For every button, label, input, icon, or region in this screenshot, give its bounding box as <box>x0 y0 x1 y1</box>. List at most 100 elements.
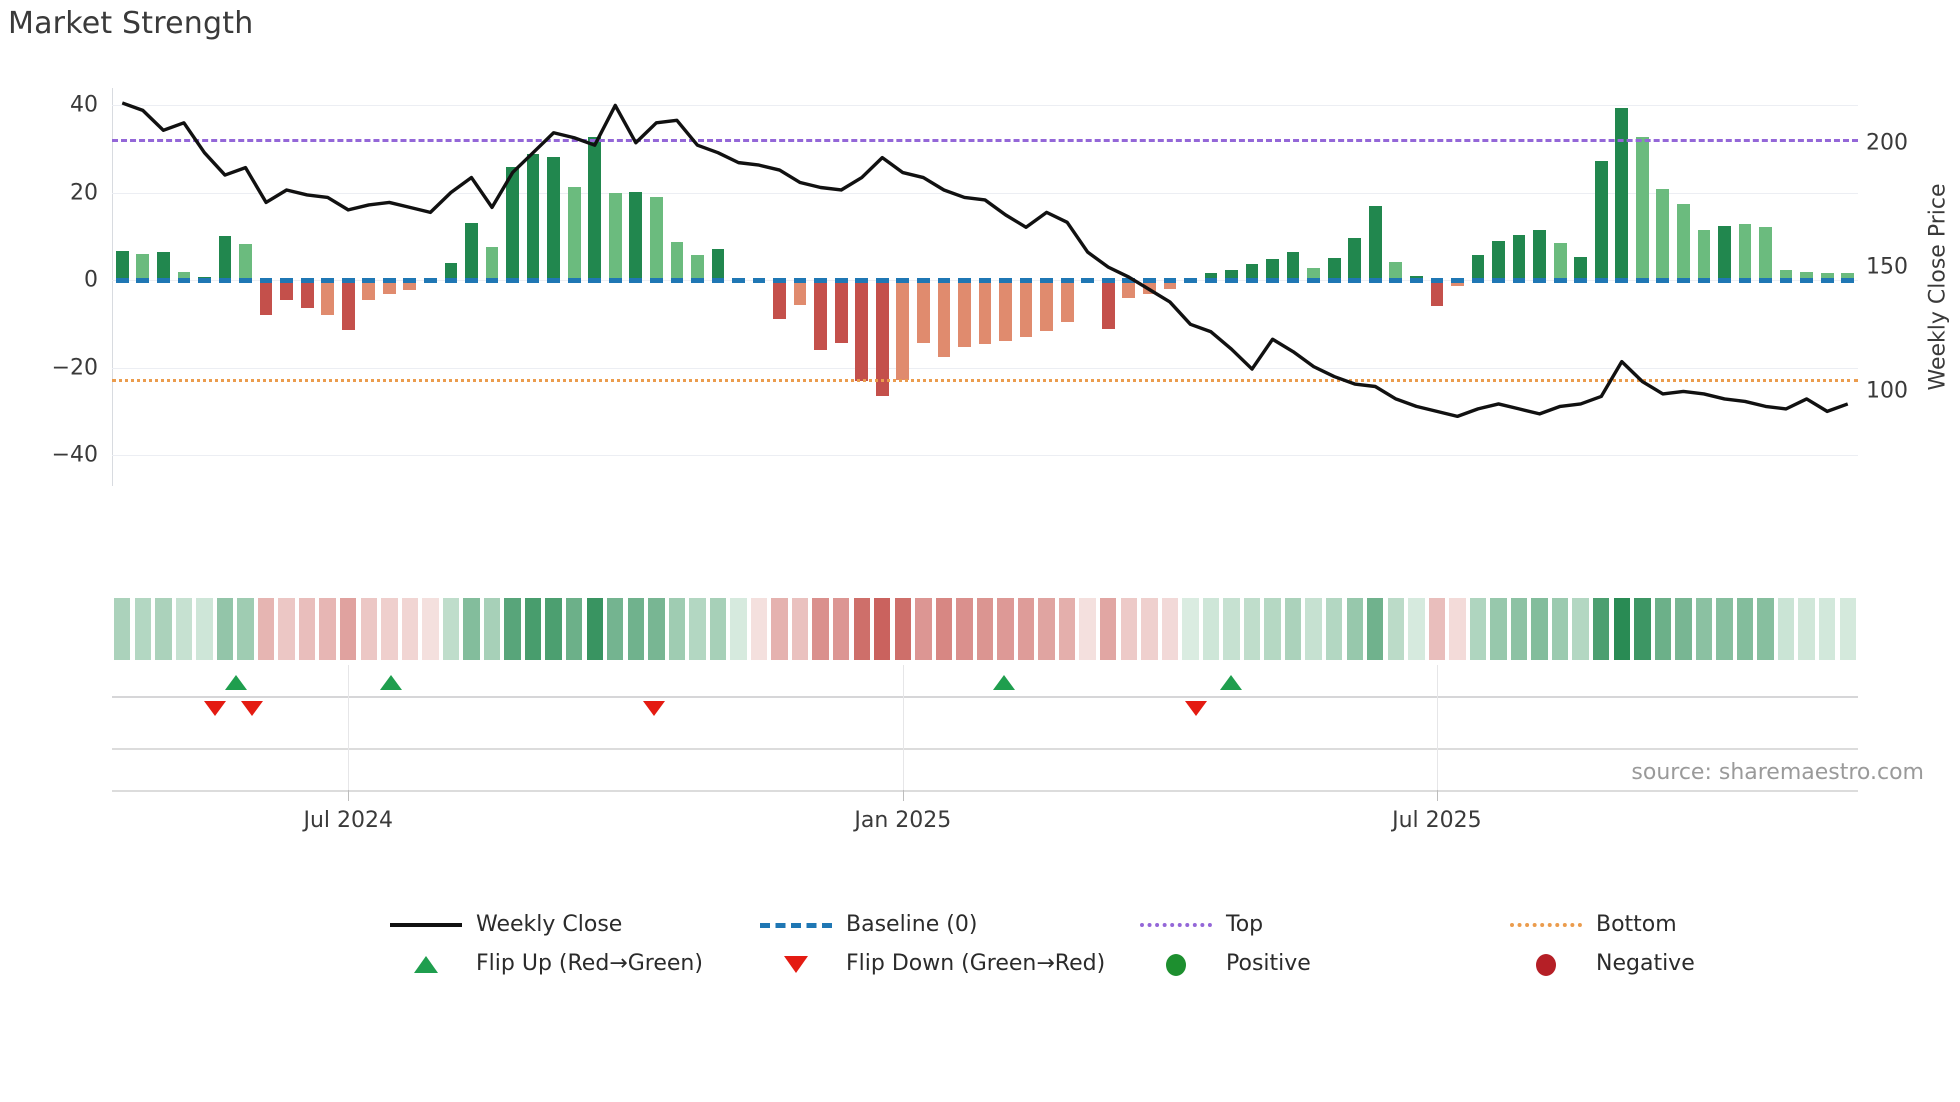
strength-bar[interactable] <box>300 280 314 308</box>
strength-bar[interactable] <box>1635 136 1649 281</box>
strength-bar[interactable] <box>1101 280 1115 329</box>
flip-down-marker-icon[interactable] <box>643 701 665 716</box>
strength-bar[interactable] <box>1451 280 1464 287</box>
heat-cell[interactable] <box>340 598 357 660</box>
legend-item[interactable]: Positive <box>1140 951 1311 976</box>
strength-bar[interactable] <box>115 250 129 281</box>
heat-cell[interactable] <box>1798 598 1815 660</box>
heat-cell[interactable] <box>1346 598 1363 660</box>
legend-item[interactable]: Flip Down (Green→Red) <box>760 951 1105 976</box>
heat-cell[interactable] <box>196 598 213 660</box>
heat-cell[interactable] <box>1305 598 1322 660</box>
strength-bar[interactable] <box>1615 108 1629 281</box>
heat-cell[interactable] <box>771 598 788 660</box>
strength-bar[interactable] <box>1677 203 1690 281</box>
strength-bar[interactable] <box>1430 280 1444 307</box>
strength-bar[interactable] <box>1060 280 1074 323</box>
heat-cell[interactable] <box>1367 598 1384 660</box>
strength-bar[interactable] <box>1019 280 1033 338</box>
strength-bar[interactable] <box>1533 230 1546 281</box>
heat-cell[interactable] <box>1654 598 1672 660</box>
heat-cell[interactable] <box>1079 598 1096 660</box>
heat-cell[interactable] <box>1161 598 1179 660</box>
heat-cell[interactable] <box>1058 598 1076 660</box>
heat-cell[interactable] <box>1593 598 1610 660</box>
strength-bar[interactable] <box>526 154 540 281</box>
strength-bar[interactable] <box>875 280 889 397</box>
legend-item[interactable]: Bottom <box>1510 912 1677 937</box>
heat-cell[interactable] <box>997 598 1014 660</box>
strength-bar[interactable] <box>1163 280 1177 289</box>
heat-cell[interactable] <box>319 598 336 660</box>
heat-cell[interactable] <box>545 598 562 660</box>
heat-cell[interactable] <box>1510 598 1528 660</box>
strength-bar[interactable] <box>711 248 725 281</box>
strength-bar[interactable] <box>937 280 951 358</box>
strength-bar[interactable] <box>1574 256 1588 281</box>
strength-bar[interactable] <box>1492 240 1505 281</box>
strength-bar[interactable] <box>567 186 581 281</box>
heat-cell[interactable] <box>422 598 439 660</box>
heat-cell[interactable] <box>504 598 521 660</box>
flip-up-marker-icon[interactable] <box>225 675 247 690</box>
heat-cell[interactable] <box>401 598 419 660</box>
strength-bar[interactable] <box>588 136 602 281</box>
heat-cell[interactable] <box>1551 598 1569 660</box>
heat-cell[interactable] <box>278 598 295 660</box>
heat-cell[interactable] <box>668 598 686 660</box>
strength-bar[interactable] <box>1697 230 1711 281</box>
strength-bar[interactable] <box>649 197 663 281</box>
heat-cell[interactable] <box>730 598 747 660</box>
heat-cell[interactable] <box>791 598 809 660</box>
heat-cell[interactable] <box>134 598 152 660</box>
legend-item[interactable]: Flip Up (Red→Green) <box>390 951 703 976</box>
strength-bar[interactable] <box>1368 206 1382 281</box>
flip-up-marker-icon[interactable] <box>1220 675 1242 690</box>
flip-up-marker-icon[interactable] <box>380 675 402 690</box>
strength-bar[interactable] <box>1759 226 1772 281</box>
strength-bar[interactable] <box>1040 280 1053 332</box>
strength-bar[interactable] <box>280 280 293 301</box>
flip-down-marker-icon[interactable] <box>1185 701 1207 716</box>
heat-cell[interactable] <box>1264 598 1281 660</box>
heat-cell[interactable] <box>1182 598 1199 660</box>
strength-bar[interactable] <box>156 251 170 281</box>
strength-bar[interactable] <box>773 280 786 319</box>
heat-cell[interactable] <box>381 598 398 660</box>
heat-cell[interactable] <box>607 598 624 660</box>
strength-bar[interactable] <box>1841 273 1855 281</box>
heat-cell[interactable] <box>1449 598 1466 660</box>
heat-cell[interactable] <box>915 598 932 660</box>
flip-down-marker-icon[interactable] <box>204 701 226 716</box>
heat-cell[interactable] <box>1202 598 1220 660</box>
heat-cell[interactable] <box>627 598 644 660</box>
strength-bar[interactable] <box>608 193 622 281</box>
heat-cell[interactable] <box>360 598 377 660</box>
strength-bar[interactable] <box>691 255 704 281</box>
strength-bar[interactable] <box>177 272 191 281</box>
strength-bar[interactable] <box>547 156 560 281</box>
strength-bar[interactable] <box>506 166 519 281</box>
legend-item[interactable]: Weekly Close <box>390 912 622 937</box>
strength-bar[interactable] <box>1307 267 1321 281</box>
heat-cell[interactable] <box>237 598 254 660</box>
strength-bar[interactable] <box>1738 224 1752 281</box>
strength-bar[interactable] <box>834 280 848 343</box>
heat-cell[interactable] <box>1634 598 1651 660</box>
strength-bar[interactable] <box>1718 225 1731 281</box>
heat-cell[interactable] <box>935 598 953 660</box>
heat-cell[interactable] <box>175 598 193 660</box>
heat-cell[interactable] <box>1469 598 1487 660</box>
heat-cell[interactable] <box>586 598 603 660</box>
flip-up-marker-icon[interactable] <box>993 675 1015 690</box>
strength-bar[interactable] <box>1286 251 1300 281</box>
strength-bar[interactable] <box>896 280 910 381</box>
strength-bar[interactable] <box>1471 254 1485 281</box>
heat-cell[interactable] <box>524 598 542 660</box>
strength-bar[interactable] <box>1389 262 1403 281</box>
heat-cell[interactable] <box>1141 598 1158 660</box>
heat-cell[interactable] <box>216 598 234 660</box>
heat-cell[interactable] <box>155 598 172 660</box>
strength-bar[interactable] <box>958 280 971 348</box>
strength-bar[interactable] <box>1820 273 1834 281</box>
